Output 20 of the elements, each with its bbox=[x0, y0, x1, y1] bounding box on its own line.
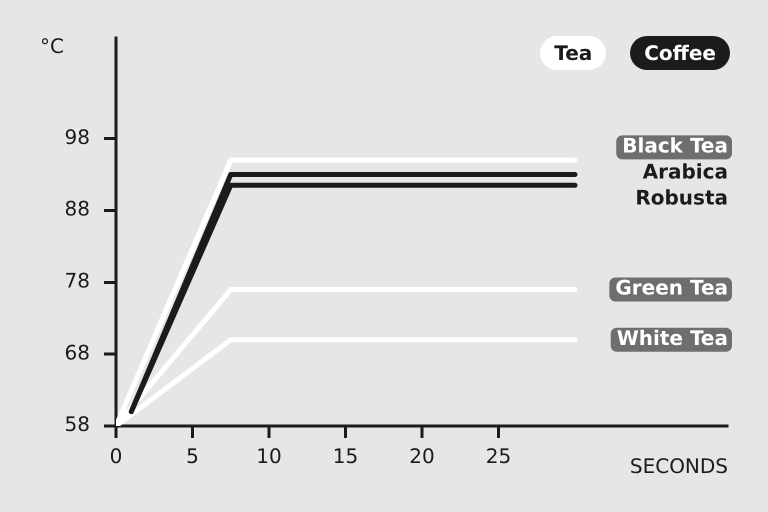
text: Black Tea bbox=[622, 134, 728, 158]
x-tick-label: 20 bbox=[409, 444, 435, 468]
x-tick-label: 15 bbox=[332, 444, 358, 468]
text: Green Tea bbox=[615, 276, 728, 300]
annotation: Tea bbox=[540, 36, 606, 70]
x-tick-label: 10 bbox=[256, 444, 282, 468]
x-tick-label: 5 bbox=[186, 444, 199, 468]
text: White Tea bbox=[616, 326, 728, 350]
y-tick-label: 78 bbox=[64, 268, 90, 292]
y-tick-label: 58 bbox=[64, 412, 90, 436]
x-axis-title: SECONDS bbox=[630, 454, 728, 478]
y-tick-label: 88 bbox=[64, 196, 90, 221]
y-axis-title: °C bbox=[40, 34, 64, 58]
y-tick-label: 68 bbox=[64, 340, 90, 364]
annotation: Coffee bbox=[630, 36, 730, 70]
text: Arabica bbox=[642, 160, 728, 184]
x-tick-label: 0 bbox=[110, 444, 122, 468]
text: Robusta bbox=[635, 186, 728, 210]
y-tick-label: 98 bbox=[64, 124, 90, 149]
x-tick-label: 25 bbox=[486, 444, 512, 468]
